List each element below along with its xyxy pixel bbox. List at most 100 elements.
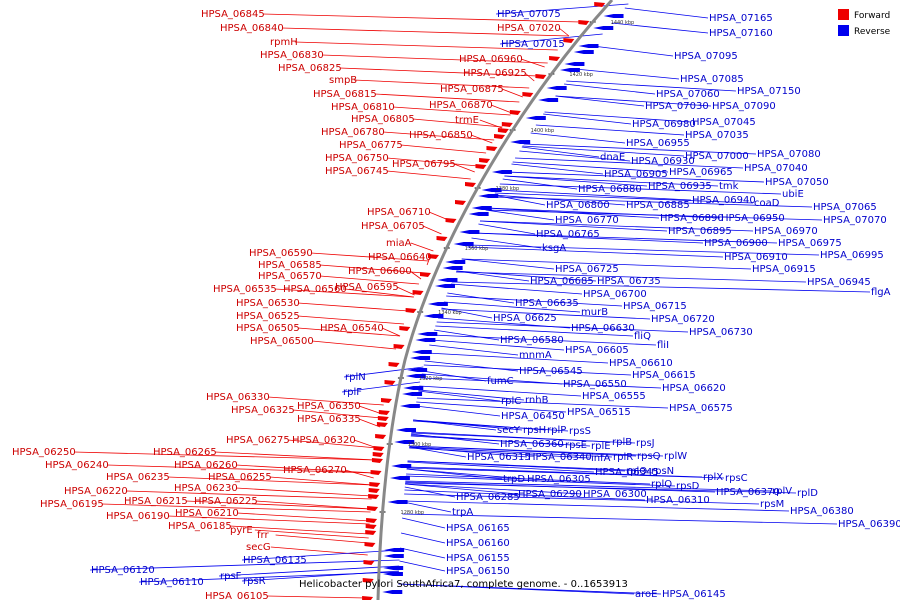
reverse-gene-feature bbox=[578, 44, 599, 48]
forward-gene-label: HPSA_06595 bbox=[335, 282, 399, 293]
reverse-gene-feature bbox=[434, 284, 455, 288]
reverse-leader-line bbox=[485, 209, 555, 221]
reverse-gene-feature bbox=[525, 116, 546, 120]
forward-leader-line bbox=[520, 58, 545, 68]
forward-leader-line bbox=[101, 503, 371, 513]
reverse-leader-line bbox=[416, 397, 669, 409]
reverse-gene-feature bbox=[459, 230, 480, 234]
reverse-gene-label: rpsJ bbox=[636, 438, 655, 449]
reverse-leader-line bbox=[420, 377, 662, 389]
forward-gene-label: HPSA_06815 bbox=[313, 89, 377, 100]
reverse-leader-line bbox=[478, 223, 536, 235]
forward-gene-label: HPSA_06600 bbox=[348, 266, 412, 277]
reverse-gene-label: HPSA_06315 bbox=[467, 452, 531, 463]
forward-leader-line bbox=[353, 439, 378, 449]
reverse-leader-line bbox=[405, 475, 676, 487]
reverse-leader-line bbox=[411, 432, 636, 444]
forward-gene-label: HPSA_06210 bbox=[175, 508, 239, 519]
forward-gene-label: HPSA_06960 bbox=[459, 54, 523, 65]
forward-gene-label: HPSA_06530 bbox=[236, 298, 300, 309]
forward-leader-line bbox=[311, 340, 397, 350]
reverse-leader-line bbox=[575, 68, 680, 80]
reverse-leader-line bbox=[416, 401, 567, 413]
forward-gene-feature bbox=[372, 452, 384, 457]
reverse-leader-line bbox=[479, 220, 668, 232]
forward-leader-line bbox=[386, 157, 479, 167]
reverse-leader-line bbox=[468, 244, 820, 256]
reverse-leader-line bbox=[564, 83, 656, 95]
forward-gene-feature bbox=[378, 410, 390, 415]
reverse-leader-line bbox=[341, 381, 421, 393]
forward-gene-label: HPSA_06260 bbox=[174, 460, 238, 471]
reverse-gene-label: HPSA_06800 bbox=[546, 200, 610, 211]
reverse-gene-label: HPSA_06155 bbox=[446, 553, 510, 564]
forward-gene-label: HPSA_06500 bbox=[250, 336, 314, 347]
reverse-gene-feature bbox=[564, 62, 585, 66]
reverse-gene-label: HPSA_06725 bbox=[555, 264, 619, 275]
forward-gene-label: smpB bbox=[329, 75, 357, 86]
reverse-leader-line bbox=[429, 344, 519, 356]
forward-leader-line bbox=[344, 288, 414, 298]
forward-gene-label: HPSA_06810 bbox=[331, 102, 395, 113]
forward-leader-line bbox=[319, 275, 420, 285]
reverse-gene-label: HPSA_06730 bbox=[689, 327, 753, 338]
reverse-gene-label: HPSA_06940 bbox=[692, 195, 756, 206]
forward-gene-feature bbox=[578, 20, 590, 25]
forward-gene-feature bbox=[362, 578, 374, 583]
forward-leader-line bbox=[353, 79, 530, 89]
reverse-leader-line bbox=[523, 143, 757, 155]
reverse-leader-line bbox=[451, 281, 871, 293]
forward-gene-feature bbox=[366, 518, 378, 523]
reverse-gene-label: rplP bbox=[547, 425, 566, 436]
reverse-leader-line bbox=[479, 220, 754, 232]
reverse-gene-label: HPSA_06980 bbox=[632, 119, 696, 130]
forward-leader-line bbox=[422, 225, 442, 235]
scale-tick-label: 1380 kbp bbox=[496, 186, 520, 192]
forward-leader-line bbox=[167, 476, 373, 486]
forward-leader-line bbox=[292, 409, 382, 419]
reverse-leader-line bbox=[406, 466, 703, 478]
forward-gene-label: HPSA_06525 bbox=[236, 311, 300, 322]
reverse-gene-feature bbox=[382, 590, 403, 594]
reverse-gene-label: HPSA_07085 bbox=[680, 74, 744, 85]
reverse-leader-line bbox=[405, 483, 518, 495]
reverse-leader-line bbox=[430, 339, 565, 351]
scale-tick-label: 1320 kbp bbox=[419, 376, 443, 382]
forward-gene-feature bbox=[380, 398, 392, 403]
reverse-leader-line bbox=[405, 483, 583, 495]
reverse-leader-line bbox=[493, 194, 546, 206]
forward-leader-line bbox=[392, 106, 511, 116]
reverse-gene-label: HPSA_06550 bbox=[563, 379, 627, 390]
forward-gene-label: HPSA_06925 bbox=[463, 68, 527, 79]
reverse-gene-label: HPSA_07165 bbox=[709, 13, 773, 24]
forward-gene-feature bbox=[494, 134, 506, 139]
reverse-gene-label: HPSA_07045 bbox=[692, 117, 756, 128]
forward-leader-line bbox=[106, 464, 375, 474]
reverse-leader-line bbox=[407, 460, 651, 472]
forward-gene-feature bbox=[501, 122, 513, 127]
forward-gene-label: HPSA_06105 bbox=[205, 591, 269, 600]
reverse-gene-label: HPSA_06305 bbox=[527, 474, 591, 485]
forward-gene-label: HPSA_06190 bbox=[106, 511, 170, 522]
legend-reverse-label: Reverse bbox=[854, 27, 891, 37]
reverse-gene-label: rpsC bbox=[725, 473, 748, 484]
forward-gene-feature bbox=[362, 596, 374, 600]
reverse-gene-feature bbox=[538, 98, 559, 102]
reverse-gene-feature bbox=[394, 440, 415, 444]
forward-gene-feature bbox=[368, 494, 380, 499]
reverse-leader-line bbox=[555, 95, 712, 107]
reverse-leader-line bbox=[406, 473, 651, 485]
forward-gene-label: HPSA_06270 bbox=[283, 465, 347, 476]
forward-gene-label: HPSA_06750 bbox=[325, 153, 389, 164]
forward-leader-line bbox=[396, 286, 415, 296]
reverse-leader-line bbox=[218, 565, 400, 577]
forward-leader-line bbox=[73, 451, 376, 461]
forward-gene-label: frr bbox=[257, 530, 269, 541]
reverse-leader-line bbox=[494, 192, 754, 204]
gene-features bbox=[362, 2, 624, 600]
forward-gene-feature bbox=[365, 530, 377, 535]
reverse-gene-feature bbox=[468, 212, 489, 216]
forward-gene-feature bbox=[427, 254, 439, 259]
forward-leader-line bbox=[255, 500, 371, 510]
reverse-gene-label: HPSA_06290 bbox=[518, 489, 582, 500]
